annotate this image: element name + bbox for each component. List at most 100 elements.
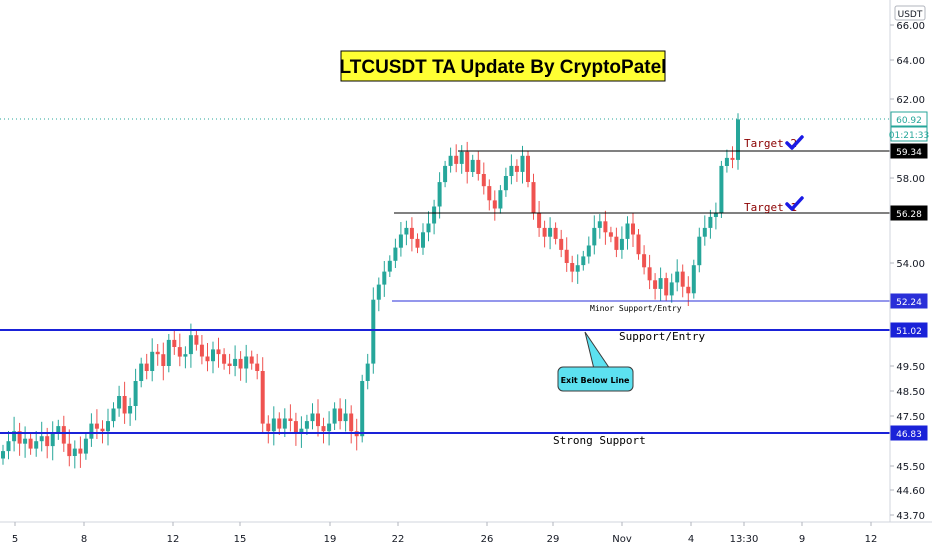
price-tick-label: 49.50 <box>896 362 925 373</box>
candle-body <box>586 245 591 257</box>
callout-box <box>557 366 634 392</box>
candle-body <box>680 271 685 287</box>
candle-body <box>664 278 669 296</box>
target-2-label: Target 2 <box>744 137 797 150</box>
candle-body <box>316 413 320 427</box>
candle-body <box>537 212 542 228</box>
candle-body <box>432 206 437 224</box>
candle-body <box>736 119 740 160</box>
candle-body <box>631 223 635 235</box>
target-2-check-icon <box>785 135 804 150</box>
candle-body <box>559 238 564 250</box>
candle-body <box>233 358 238 366</box>
candle-body <box>211 349 215 362</box>
candle-body <box>421 232 425 248</box>
candle-body <box>526 155 530 182</box>
candle-body <box>249 356 254 364</box>
candle-body <box>1 451 5 459</box>
candle-body <box>271 418 276 432</box>
candle-body <box>199 344 204 357</box>
candle-body <box>144 363 149 371</box>
candle-body <box>498 190 503 209</box>
candle-body <box>260 371 265 424</box>
candle-body <box>548 227 553 237</box>
candle-body <box>288 418 293 421</box>
candle-body <box>161 354 166 366</box>
price-tick-label: 47.50 <box>896 412 925 423</box>
candle-body <box>166 339 171 366</box>
candle-body <box>492 200 497 209</box>
candle-body <box>409 227 414 239</box>
candle-body <box>669 282 674 296</box>
candle-body <box>122 396 127 414</box>
candle-body <box>581 256 586 266</box>
time-tick-label: 26 <box>481 534 494 545</box>
candle-body <box>542 227 547 237</box>
price-tag-label: 60.92 <box>896 116 922 126</box>
time-tick-label: 12 <box>167 534 180 545</box>
candle-body <box>730 157 735 160</box>
support-entry-label: Support/Entry <box>619 330 705 343</box>
candle-body <box>454 155 459 164</box>
candle-body <box>360 381 365 437</box>
candle-body <box>117 396 122 409</box>
time-tick-label: 29 <box>547 534 560 545</box>
candle-body <box>658 278 663 289</box>
candle-body <box>128 406 133 414</box>
candle-body <box>216 349 221 355</box>
candle-body <box>619 238 624 250</box>
candle-body <box>382 271 387 285</box>
price-tags: 60.92 01:21:33 59.34 56.28 52.24 51.02 46.83 <box>889 111 929 441</box>
candle-body <box>614 236 619 250</box>
candle-body <box>398 234 403 248</box>
candle-body <box>564 249 569 263</box>
price-tick-label: 48.50 <box>896 387 925 398</box>
candle-body <box>89 423 94 439</box>
plot-area[interactable] <box>0 0 890 522</box>
time-tick-label: 15 <box>234 534 247 545</box>
price-tag-label: 59.34 <box>896 148 922 158</box>
candle-body <box>133 381 138 406</box>
candle-body <box>470 159 475 172</box>
chart-title: LTCUSDT TA Update By CryptoPatel <box>340 57 667 78</box>
time-tick-label: 19 <box>324 534 337 545</box>
price-tag-label: 51.02 <box>896 327 922 337</box>
candle-body <box>106 421 110 432</box>
candle-body <box>487 186 492 201</box>
candle-body <box>194 335 199 345</box>
price-tag <box>890 126 928 142</box>
candle-body <box>597 221 602 228</box>
candle-body <box>371 299 376 364</box>
price-tag <box>890 111 928 127</box>
candle-body <box>12 431 17 442</box>
candle-body <box>415 238 420 248</box>
candle-body <box>625 223 630 239</box>
candle-body <box>111 408 116 422</box>
candle-body <box>481 174 486 187</box>
candle-body <box>83 438 88 454</box>
price-tick-label: 54.00 <box>896 259 925 270</box>
time-tick-label: 4 <box>688 534 694 545</box>
price-tag-label: 56.28 <box>896 210 922 220</box>
candle-body <box>404 227 409 235</box>
time-tick-label: 8 <box>81 534 87 545</box>
target-1-label: Target 1 <box>744 201 797 214</box>
candle-body <box>45 436 50 447</box>
candle-body <box>183 354 188 357</box>
candle-body <box>575 265 580 272</box>
candle-body <box>17 431 22 444</box>
candle-body <box>443 165 448 183</box>
candle-body <box>553 227 558 239</box>
currency-badge[interactable] <box>894 5 926 21</box>
candle-body <box>321 426 326 432</box>
candle-body <box>675 271 680 283</box>
price-axis-ticks: 66.00 64.00 62.00 58.00 54.00 49.50 48.50 47.50… <box>890 21 925 522</box>
time-tick-label: 13:30 <box>730 534 759 545</box>
price-tick-label: 44.60 <box>896 486 925 497</box>
candle-body <box>437 182 442 207</box>
candle-body <box>476 159 481 174</box>
candle-body <box>509 165 514 176</box>
candle-body <box>188 335 193 355</box>
title-box <box>340 50 666 82</box>
